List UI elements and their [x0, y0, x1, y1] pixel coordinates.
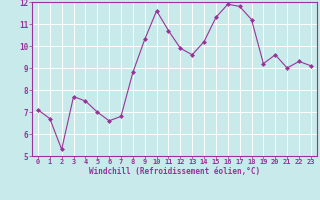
X-axis label: Windchill (Refroidissement éolien,°C): Windchill (Refroidissement éolien,°C) — [89, 167, 260, 176]
